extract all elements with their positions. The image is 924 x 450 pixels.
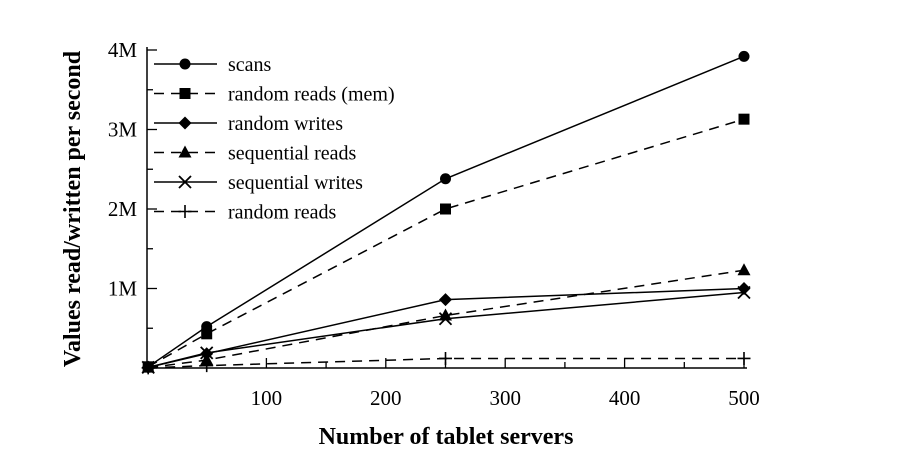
series-line-random-reads	[148, 357, 744, 369]
x-tick-label-400: 400	[609, 386, 641, 410]
point-sequential-writes-1	[200, 346, 214, 360]
x-tick-label-100: 100	[251, 386, 283, 410]
legend-marker-scans	[179, 58, 191, 70]
point-sequential-writes-3	[737, 285, 751, 300]
legend-item-scans: scans	[154, 54, 272, 76]
point-scans-2	[440, 173, 451, 185]
x-tick-label-500: 500	[728, 386, 760, 410]
legend-item-random-reads: random reads	[154, 202, 337, 224]
legend-label-scans: scans	[228, 54, 272, 76]
legend-marker-random-reads	[178, 205, 192, 218]
point-random-reads-3	[737, 351, 751, 365]
axes: 1M 2M 3M 4M 100 200 300 400 500	[108, 38, 760, 410]
series-line-scans	[147, 55, 745, 368]
y-tick-label-2m: 2M	[108, 197, 138, 221]
point-random-reads-mem-3	[738, 113, 750, 125]
point-sequential-reads-1	[200, 353, 214, 366]
point-random-writes-2	[439, 293, 452, 307]
legend-label-random-writes: random writes	[228, 113, 343, 135]
point-sequential-writes-2	[438, 312, 453, 326]
legend-item-random-writes: random writes	[154, 113, 343, 135]
legend-marker-random-reads-mem	[179, 88, 191, 99]
point-random-reads-mem-1	[201, 328, 213, 340]
point-scans-3	[738, 50, 750, 62]
legend-item-random-reads-mem: random reads (mem)	[154, 84, 395, 106]
point-random-reads-1	[200, 359, 214, 373]
legend-item-sequential-reads: sequential reads	[154, 143, 356, 165]
legend-marker-sequential-reads	[178, 145, 192, 158]
legend-label-sequential-writes: sequential writes	[228, 172, 363, 194]
point-sequential-reads-2	[439, 308, 452, 321]
point-random-reads-0	[141, 361, 155, 375]
legend-label-random-reads-mem: random reads (mem)	[228, 84, 395, 106]
x-tick-label-200: 200	[370, 386, 402, 410]
point-sequential-reads-3	[737, 263, 751, 276]
legend-label-random-reads: random reads	[228, 202, 337, 224]
y-axis-title: Values read/written per second	[60, 50, 86, 367]
point-random-reads-2	[439, 351, 452, 365]
series-line-sequential-writes	[148, 291, 745, 369]
x-tick-label-300: 300	[489, 386, 521, 410]
legend: scans random reads (mem) random writes sequ…	[154, 54, 395, 224]
legend-item-sequential-writes: sequential writes	[154, 172, 363, 194]
point-random-writes-3	[737, 282, 751, 295]
legend-marker-random-writes	[178, 116, 192, 130]
y-tick-label-1m: 1M	[108, 277, 138, 301]
x-axis-title: Number of tablet servers	[319, 424, 574, 450]
legend-label-sequential-reads: sequential reads	[228, 143, 356, 165]
point-random-reads-mem-2	[440, 203, 451, 215]
y-tick-label-4m: 4M	[108, 38, 138, 62]
series-random-reads	[141, 351, 751, 375]
series-layer	[141, 50, 751, 375]
y-tick-label-3m: 3M	[108, 118, 138, 142]
legend-marker-sequential-writes	[178, 175, 192, 189]
